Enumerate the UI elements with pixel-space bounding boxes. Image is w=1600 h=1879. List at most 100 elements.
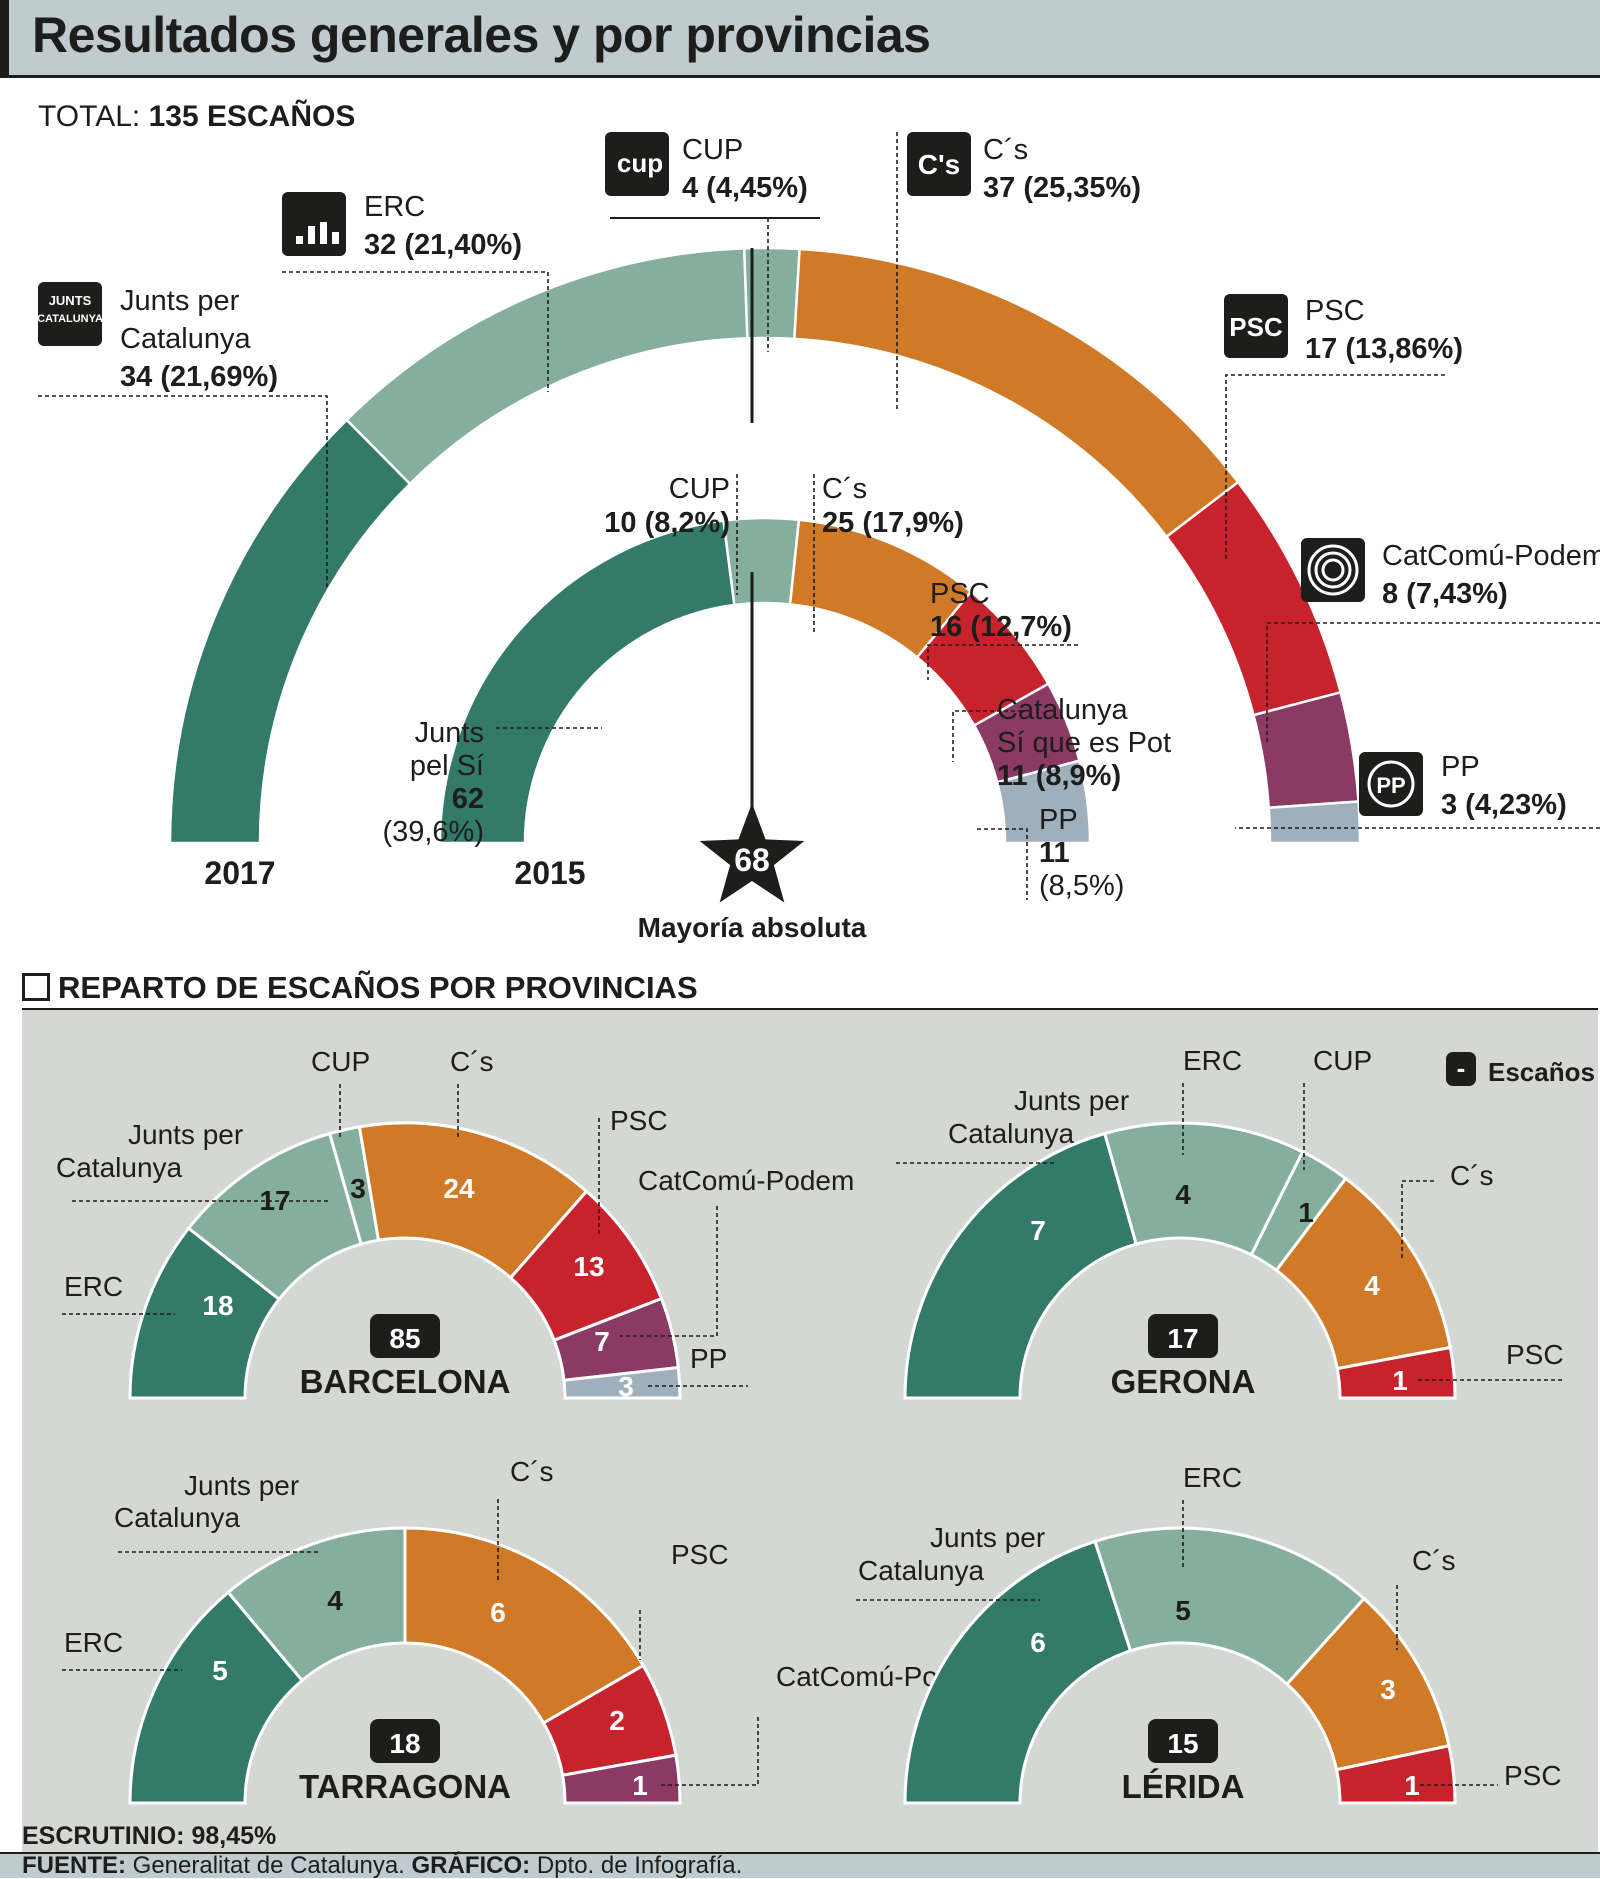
label-2017-cs-value: 37 (25,35%): [983, 172, 1141, 204]
prov-gerona-total-value: 17: [1167, 1323, 1198, 1354]
footer-rule: [0, 1852, 1600, 1854]
provinces-section-title: REPARTO DE ESCAÑOS POR PROVINCIAS: [22, 970, 698, 1006]
label-2015-pp-pct: (8,5%): [1039, 870, 1124, 902]
prov-gerona-party-name: Junts per: [1014, 1085, 1129, 1116]
prov-lérida-total-badge: [1148, 1719, 1218, 1763]
prov-gerona-segment: [1335, 1345, 1457, 1400]
provinces-section-label: REPARTO DE ESCAÑOS POR PROVINCIAS: [58, 970, 698, 1005]
prov-tarragona-seat-value: 1: [632, 1770, 648, 1801]
page-title: Resultados generales y por provincias: [32, 7, 931, 63]
leader-2017-erc: [282, 271, 549, 392]
footer: FUENTE: Generalitat de Catalunya. GRÁFIC…: [0, 1854, 1600, 1878]
cs-logo-icon-bg: [907, 132, 971, 196]
prov-lérida-name: LÉRIDA: [1122, 1768, 1245, 1805]
label-2017-pp-value: 3 (4,23%): [1441, 789, 1567, 821]
year-label-2015: 2015: [514, 855, 585, 891]
prov-gerona-total-badge: [1148, 1314, 1218, 1358]
erc-logo-icon-bg: [282, 192, 346, 256]
label-2017-erc-value: 32 (21,40%): [364, 229, 522, 261]
prov-lérida-segment: [903, 1539, 1133, 1805]
escrutinio: ESCRUTINIO: 98,45%: [22, 1822, 277, 1850]
prov-tarragona-party-name: Catalunya: [114, 1502, 241, 1533]
prov-barcelona-party-name: Catalunya: [56, 1152, 183, 1183]
prov-barcelona-seat-value: 3: [350, 1173, 366, 1204]
prov-tarragona-party-name: PSC: [671, 1539, 729, 1570]
erc-logo-bar: [332, 232, 339, 244]
bar-2017-segment: [1267, 800, 1362, 845]
cup-logo-text: cup: [617, 148, 663, 178]
label-2017-cup-value: 4 (4,45%): [682, 172, 808, 204]
label-2015-psc-name: PSC: [930, 578, 990, 610]
prov-barcelona-seat-value: 24: [443, 1173, 475, 1204]
prov-tarragona-total-value: 18: [389, 1728, 420, 1759]
prov-gerona-party-name: CUP: [1313, 1045, 1372, 1076]
prov-barcelona-party-name: PP: [690, 1343, 727, 1374]
prov-gerona-segment: [903, 1131, 1139, 1400]
total-label: TOTAL:: [38, 100, 141, 133]
label-2015-psc-value: 16 (12,7%): [930, 611, 1072, 643]
psc-logo-text: PSC: [1229, 312, 1283, 342]
label-2015-pp-value: 11: [1039, 837, 1070, 869]
prov-lérida-seat-value: 1: [1404, 1770, 1420, 1801]
prov-lérida-segment: [1334, 1744, 1457, 1805]
label-2017-catcomu-value: 8 (7,43%): [1382, 578, 1508, 610]
prov-tarragona-seat-value: 5: [212, 1655, 228, 1686]
label-2017-cs-name: C´s: [983, 134, 1028, 166]
prov-gerona-name: GERONA: [1111, 1363, 1256, 1400]
bar-2015-segment: [438, 519, 736, 845]
label-2017-catcomu-name: CatComú-Podem: [1382, 540, 1600, 572]
prov-barcelona-party-name: C´s: [450, 1046, 494, 1077]
legend-dash: -: [1457, 1053, 1466, 1083]
prov-barcelona-segment: [562, 1365, 682, 1400]
prov-barcelona-total-value: 85: [389, 1323, 420, 1354]
prov-gerona-seat-value: 4: [1175, 1179, 1191, 1210]
leader-2017-psc: [1225, 374, 1445, 560]
footer-fuente-label: FUENTE:: [22, 1852, 126, 1879]
prov-lérida-seat-value: 6: [1030, 1627, 1046, 1658]
prov-tarragona-leader: [660, 1717, 759, 1786]
junts-logo-text: CATALUNYA: [37, 313, 103, 325]
junts-logo-icon-bg: [38, 282, 102, 346]
prov-tarragona-total-badge: [370, 1719, 440, 1763]
prov-barcelona-total-badge: [370, 1314, 440, 1358]
prov-tarragona-seat-value: 4: [327, 1585, 343, 1616]
bar-2017-segment: [168, 418, 412, 845]
label-2015-cs-value: 25 (17,9%): [822, 507, 964, 539]
prov-barcelona-seat-value: 13: [573, 1251, 604, 1282]
legend-escanos-label: Escaños: [1488, 1057, 1595, 1087]
leader-2017-catcomu: [1266, 622, 1600, 744]
year-label-2017: 2017: [204, 855, 275, 891]
junts-logo-text: JUNTS: [49, 293, 92, 308]
label-2015-junts-name: Junts: [415, 717, 484, 749]
leader-2015-catcomu: [952, 710, 1022, 762]
prov-barcelona-party-name: PSC: [610, 1105, 668, 1136]
prov-lérida-party-name: ERC: [1183, 1462, 1242, 1493]
checkbox-square-icon: [22, 973, 50, 1001]
erc-logo-icon: [282, 192, 346, 256]
header-rule: [0, 75, 1600, 78]
footer-fuente-value: Generalitat de Catalunya.: [126, 1852, 412, 1879]
psc-logo-icon-bg: [1224, 294, 1288, 358]
prov-barcelona-party-name: CUP: [311, 1046, 370, 1077]
label-2017-psc-name: PSC: [1305, 295, 1365, 327]
label-2017-erc-name: ERC: [364, 191, 425, 223]
label-2017-psc-value: 17 (13,86%): [1305, 333, 1463, 365]
prov-barcelona-leader: [620, 1206, 718, 1337]
majority-value: 68: [734, 842, 770, 878]
prov-lérida-party-name: C´s: [1412, 1545, 1456, 1576]
prov-gerona-seat-value: 1: [1298, 1197, 1314, 1228]
catcomu-logo-icon-bg: [1301, 538, 1365, 602]
label-2015-cup-name: CUP: [669, 473, 730, 505]
pp-logo-icon: PP: [1359, 752, 1423, 816]
psc-logo-icon: PSC: [1224, 294, 1288, 358]
label-2017-junts-name: Catalunya: [120, 323, 251, 355]
leader-2015-psc: [927, 644, 1078, 680]
prov-gerona-seat-value: 4: [1364, 1270, 1380, 1301]
prov-lérida-seat-value: 3: [1380, 1674, 1396, 1705]
label-2017-pp-name: PP: [1441, 751, 1480, 783]
header-accent-bar: [0, 0, 9, 77]
catcomu-logo-ring: [1307, 544, 1359, 596]
catcomu-logo-ring: [1321, 558, 1345, 582]
total-value: 135 ESCAÑOS: [148, 100, 356, 133]
prov-tarragona-party-name: Junts per: [184, 1470, 299, 1501]
